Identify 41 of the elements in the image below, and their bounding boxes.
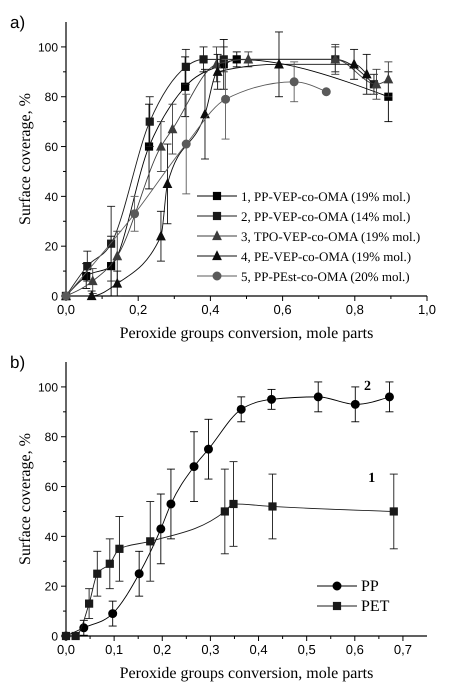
y-tick-label: 0 [51,630,58,644]
legend-label: 2, PP-VEP-co-OMA (14% mol.) [241,209,410,224]
x-tick-label: 0,0 [56,642,76,657]
legend-label: 4, PE-VEP-co-OMA (19% mol.) [241,249,412,264]
x-tick-label: 0,2 [153,642,172,657]
x-tick-label: 0,3 [201,642,220,657]
y-tick-label: 80 [44,430,58,444]
y-tick-label: 20 [44,580,58,594]
legend-label: PP [361,578,379,595]
y-tick-label: 100 [38,380,58,394]
y-axis-title: Surface coverage, % [17,93,34,225]
chart-title: b) [10,353,26,372]
x-tick-label: 0,5 [298,642,316,657]
x-tick-label: 0,4 [201,302,220,317]
y-tick-label: 100 [38,40,58,54]
x-tick-label: 0,6 [346,642,364,657]
x-tick-label: 0,6 [274,302,292,317]
x-tick-label: 0,0 [56,302,76,317]
y-tick-label: 60 [44,480,58,494]
y-tick-label: 40 [44,530,58,544]
legend-label: PET [361,598,390,615]
legend-label: 3, TPO-VEP-co-OMA (19% mol.) [241,229,420,244]
y-tick-label: 80 [44,90,58,104]
legend-label: 1, PP-VEP-co-OMA (19% mol.) [241,189,410,204]
x-tick-label: 0,7 [394,642,412,657]
x-tick-label: 0,4 [249,642,268,657]
y-tick-label: 40 [44,190,58,204]
x-tick-label: 0,8 [346,302,364,317]
annotation: 2 [364,378,371,394]
x-axis-title: Peroxide groups conversion, mole parts [120,665,374,682]
annotation: 1 [368,471,376,486]
y-axis-title: Surface coverage, % [17,433,34,565]
y-tick-label: 60 [44,140,58,154]
y-tick-label: 0 [51,290,58,304]
chart-title: a) [10,13,26,32]
y-tick-label: 20 [44,240,58,254]
legend-label: 5, PP-PEst-co-OMA (20% mol.) [241,269,410,284]
x-tick-label: 1,0 [418,302,436,317]
x-tick-label: 0,2 [129,302,148,317]
x-tick-label: 0,1 [105,642,124,657]
x-axis-title: Peroxide groups conversion, mole parts [120,325,374,342]
